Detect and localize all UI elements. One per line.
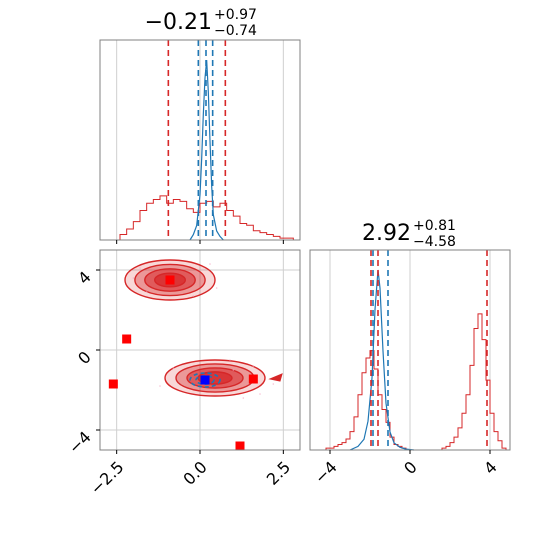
tick-label-x1: −2.5 [87, 457, 128, 498]
joint-square-marker [248, 374, 258, 384]
histogram-param1-samples [119, 195, 300, 241]
joint-sample-point [145, 291, 148, 293]
joint-sample-point [252, 365, 255, 367]
joint-reference-contour-1 [189, 372, 221, 388]
joint-true-value-marker [200, 375, 210, 385]
title-param1-value: −0.21 [145, 10, 212, 35]
title-param1-plus: +0.97 [214, 7, 257, 23]
title-param1-minus: −0.74 [214, 23, 257, 39]
joint-sample-point [232, 369, 235, 371]
joint-sample-point [132, 277, 135, 279]
tick-label-y-joint: −4 [65, 427, 95, 457]
title-param2-value: 2.92 [362, 221, 411, 246]
joint-square-marker [122, 334, 132, 344]
joint-sample-point [215, 287, 218, 289]
joint-square-marker [165, 275, 175, 285]
joint-sample-point [192, 295, 195, 297]
tick-label-y-joint: 4 [74, 267, 95, 288]
tick-label-y-joint: 0 [74, 347, 95, 368]
joint-sample-point [242, 397, 245, 399]
histogram-param2-reference [349, 269, 415, 451]
joint-square-marker [108, 379, 118, 389]
joint-sample-point [172, 367, 175, 369]
joint-sample-point [139, 267, 141, 269]
joint-square-marker [235, 441, 245, 451]
tick-label-x1: 2.5 [263, 457, 294, 488]
joint-sample-point [272, 383, 275, 385]
joint-sample-point [229, 359, 231, 361]
joint-sample-point [159, 385, 161, 387]
joint-sample-point [209, 263, 211, 265]
tick-label-x2: 4 [480, 457, 501, 478]
tick-label-x2: 0 [400, 457, 421, 478]
histogram-param2-samples [322, 313, 507, 451]
title-param2-minus: −4.58 [413, 234, 456, 250]
tick-label-x2: −4 [311, 457, 341, 487]
tick-label-x1: 0.0 [179, 457, 210, 488]
joint-contour-tail [268, 373, 283, 382]
joint-sample-point [259, 393, 261, 395]
title-param2-plus: +0.81 [413, 218, 456, 234]
